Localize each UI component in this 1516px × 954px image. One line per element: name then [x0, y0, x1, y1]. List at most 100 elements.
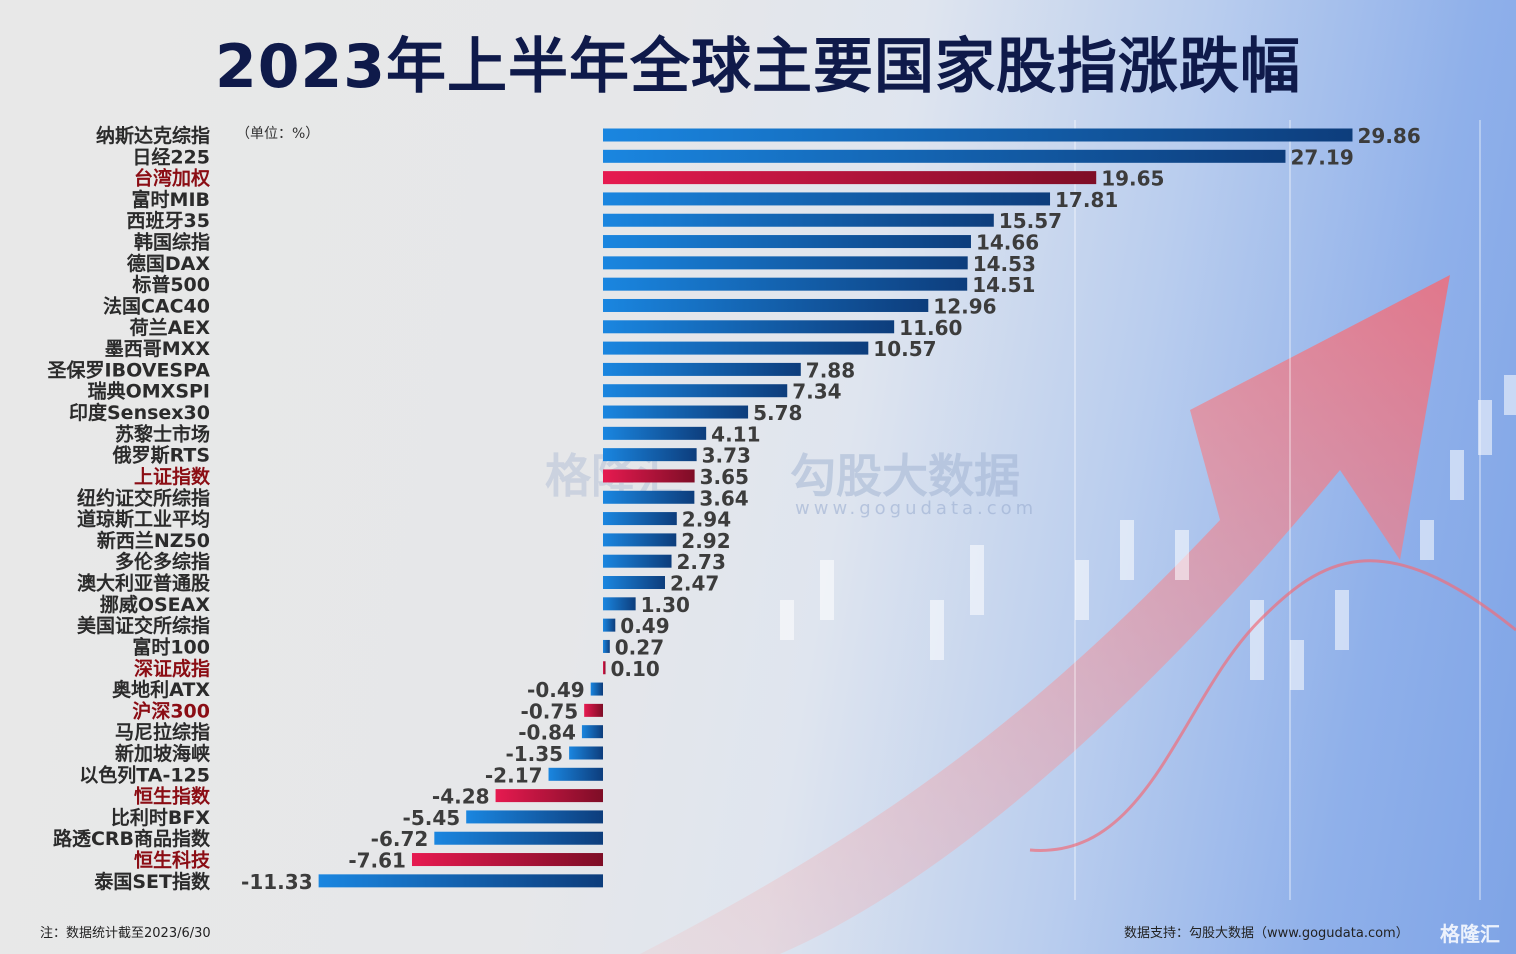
- value-label: -4.28: [432, 785, 490, 809]
- value-label: 2.47: [670, 572, 719, 596]
- bar: [603, 426, 707, 440]
- category-label: 深证成指: [134, 657, 210, 680]
- category-label: 日经225: [132, 145, 210, 168]
- bar: [318, 874, 603, 888]
- data-source: 数据支持：勾股大数据（www.gogudata.com）: [1124, 926, 1409, 941]
- bar: [603, 362, 801, 376]
- category-label: 富时100: [132, 635, 210, 658]
- value-label: 14.53: [973, 252, 1036, 276]
- bar: [603, 192, 1051, 206]
- bar: [603, 661, 606, 675]
- value-label: 2.73: [677, 550, 726, 574]
- category-label: 以色列TA-125: [79, 763, 210, 786]
- value-label: -0.49: [527, 678, 585, 702]
- background-gridlines: [1074, 120, 1481, 900]
- value-label: -7.61: [348, 849, 406, 873]
- value-label: 27.19: [1290, 145, 1353, 169]
- category-label: 标普500: [132, 273, 210, 296]
- category-label: 荷兰AEX: [130, 316, 211, 339]
- value-label: 0.49: [620, 614, 669, 638]
- bar: [603, 597, 636, 611]
- value-label: 0.27: [615, 635, 664, 659]
- value-label: 14.66: [976, 231, 1039, 255]
- bar: [603, 639, 610, 653]
- value-label: 2.92: [681, 529, 730, 553]
- rising-arrow-decoration: [640, 275, 1450, 954]
- bar: [590, 682, 603, 696]
- bar: [603, 554, 672, 568]
- footnote: 注：数据统计截至2023/6/30: [40, 926, 211, 941]
- value-label: 7.34: [792, 380, 841, 404]
- bar: [603, 320, 895, 334]
- bar: [603, 128, 1353, 142]
- trend-line-decoration: [1029, 559, 1516, 852]
- bar: [603, 490, 695, 504]
- category-label: 比利时BFX: [111, 807, 210, 829]
- bar: [603, 384, 788, 398]
- value-label: 29.86: [1357, 124, 1420, 148]
- category-label: 德国DAX: [127, 252, 210, 275]
- category-label: 上证指数: [134, 465, 211, 488]
- value-label: 3.73: [702, 444, 751, 468]
- value-label: 11.60: [899, 316, 962, 340]
- watermark-gogudata-url: www.gogudata.com: [795, 498, 1038, 519]
- watermark-gogudata: 勾股大数据: [790, 449, 1020, 503]
- category-label: 挪威OSEAX: [100, 593, 211, 616]
- category-label: 印度Sensex30: [69, 401, 210, 424]
- value-label: 10.57: [873, 337, 936, 361]
- category-label: 恒生指数: [134, 785, 211, 808]
- category-label: 奥地利ATX: [112, 678, 210, 701]
- category-label: 西班牙35: [127, 209, 210, 232]
- value-label: 5.78: [753, 401, 802, 425]
- bar: [569, 746, 603, 760]
- value-label: -2.17: [485, 763, 543, 787]
- value-label: 2.94: [682, 508, 731, 532]
- bar: [603, 405, 749, 419]
- category-label: 沪深300: [132, 699, 210, 722]
- category-label: 台湾加权: [134, 167, 210, 190]
- value-label: 3.65: [700, 465, 749, 489]
- candlestick-decoration: [780, 375, 1516, 690]
- category-label: 墨西哥MXX: [105, 338, 211, 360]
- bar: [603, 533, 677, 547]
- bar: [603, 149, 1286, 163]
- category-label: 法国CAC40: [103, 294, 210, 317]
- gelonghui-logo: 格隆汇: [1440, 922, 1500, 946]
- category-label: 马尼拉综指: [115, 721, 210, 744]
- category-label: 纳斯达克综指: [96, 124, 210, 147]
- category-label: 多伦多综指: [115, 550, 210, 573]
- value-label: 7.88: [806, 358, 855, 382]
- value-label: 17.81: [1055, 188, 1118, 212]
- value-label: -5.45: [403, 806, 461, 830]
- value-label: 4.11: [711, 422, 760, 446]
- bar: [603, 618, 616, 632]
- category-label: 新西兰NZ50: [97, 529, 210, 552]
- value-label: -1.35: [505, 742, 563, 766]
- bar: [603, 512, 677, 526]
- bar: [466, 810, 603, 824]
- category-label: 苏黎士市场: [115, 422, 210, 445]
- bar: [434, 831, 603, 845]
- category-label: 澳大利亚普通股: [77, 572, 210, 595]
- value-label: 12.96: [933, 294, 996, 318]
- value-label: 1.30: [641, 593, 690, 617]
- category-label: 新加坡海峡: [115, 742, 211, 765]
- category-label: 美国证交所综指: [77, 614, 210, 637]
- bar: [581, 725, 603, 739]
- bar: [603, 469, 695, 483]
- bar: [603, 448, 697, 462]
- category-label: 泰国SET指数: [93, 870, 211, 893]
- category-label: 富时MIB: [132, 188, 210, 211]
- bar: [603, 235, 971, 249]
- bar: [603, 576, 665, 590]
- value-label: 14.51: [972, 273, 1035, 297]
- value-label: 15.57: [999, 209, 1062, 233]
- bar: [603, 277, 968, 291]
- chart-title: 2023年上半年全球主要国家股指涨跌幅: [215, 32, 1301, 102]
- bar: [603, 171, 1097, 185]
- category-label: 道琼斯工业平均: [77, 508, 210, 531]
- category-label: 纽约证交所综指: [77, 486, 210, 509]
- category-label: 圣保罗IBOVESPA: [48, 358, 211, 381]
- value-label: 19.65: [1101, 167, 1164, 191]
